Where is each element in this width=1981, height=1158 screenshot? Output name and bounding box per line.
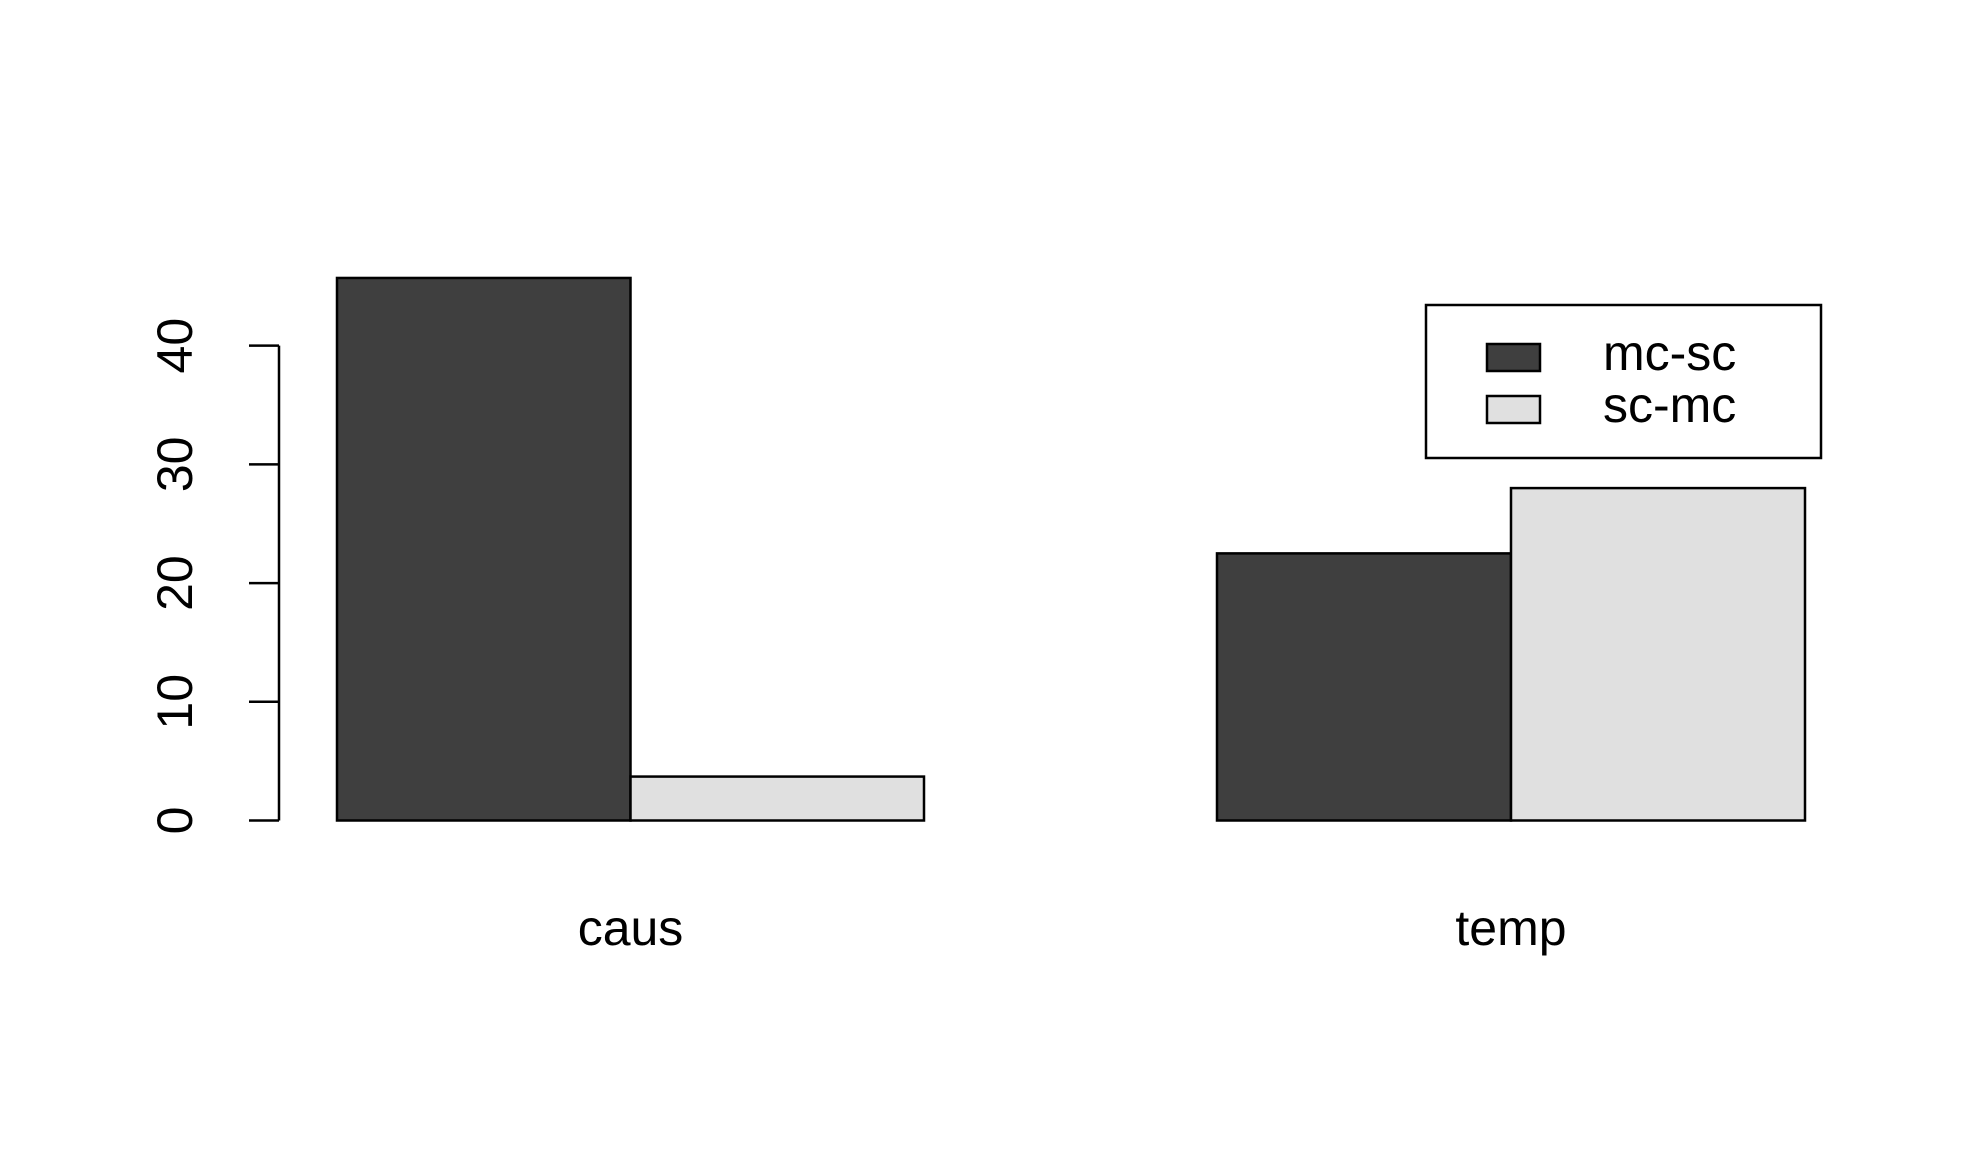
y-tick-label: 20 bbox=[147, 555, 203, 611]
bar bbox=[1215, 552, 1513, 822]
bar bbox=[629, 775, 926, 822]
bar bbox=[335, 276, 632, 822]
legend-swatch bbox=[1485, 394, 1542, 425]
x-tick-label: caus bbox=[578, 900, 684, 956]
y-tick-label: 40 bbox=[147, 318, 203, 374]
legend-swatch bbox=[1485, 342, 1542, 373]
y-tick-label: 30 bbox=[147, 437, 203, 493]
legend-label: sc-mc bbox=[1603, 377, 1736, 433]
bar bbox=[1509, 486, 1807, 822]
legend-box bbox=[1424, 303, 1823, 460]
x-tick-label: temp bbox=[1455, 900, 1566, 956]
y-tick-label: 10 bbox=[147, 674, 203, 730]
legend-label: mc-sc bbox=[1603, 325, 1736, 381]
y-tick-label: 0 bbox=[147, 807, 203, 835]
